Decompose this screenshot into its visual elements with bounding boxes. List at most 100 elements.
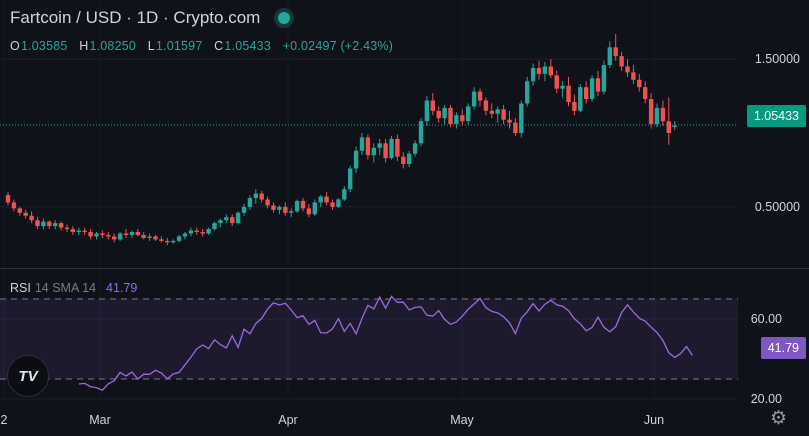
candle-body-14 (88, 232, 93, 237)
candle-body-23 (141, 234, 146, 238)
candle-body-51 (306, 208, 312, 215)
candle-body-77 (460, 115, 465, 122)
candle-body-22 (135, 232, 140, 235)
candle-body-85 (507, 119, 512, 123)
candle-body-38 (230, 217, 235, 224)
candle-body-62 (371, 147, 376, 156)
candle-body-30 (182, 233, 188, 237)
rsi-value: 41.79 (106, 281, 138, 295)
candle-body-58 (348, 168, 353, 190)
candle-body-70 (418, 121, 424, 144)
candle-body-46 (277, 206, 282, 210)
candle-body-92 (548, 66, 553, 76)
candle-body-67 (401, 156, 406, 165)
rsi-name: RSI (10, 281, 31, 295)
candle-body-28 (171, 240, 176, 243)
candle-body-101 (601, 65, 607, 92)
candle-body-48 (289, 211, 294, 213)
candle-body-65 (389, 138, 394, 159)
candle-body-36 (218, 220, 223, 224)
candle-body-35 (212, 223, 217, 230)
candle-body-61 (365, 137, 371, 156)
open-value: 1.03585 (20, 39, 68, 53)
candle-body-84 (501, 109, 506, 120)
candle-body-20 (123, 233, 129, 235)
candle-body-87 (519, 103, 524, 133)
candle-body-43 (259, 193, 264, 200)
candle-body-99 (589, 78, 595, 100)
rsi-tick-label-1: 20.00 (751, 392, 782, 406)
high-value: 1.08250 (89, 39, 137, 53)
candle-body-0 (5, 195, 11, 203)
candle-body-104 (619, 56, 624, 67)
rsi-band-background (0, 299, 738, 379)
candle-body-76 (454, 115, 459, 125)
candle-body-107 (637, 79, 642, 88)
candle-body-16 (100, 233, 105, 235)
candle-body-39 (235, 212, 241, 224)
candle-body-93 (554, 75, 559, 89)
candle-body-80 (477, 91, 483, 101)
candle-body-5 (35, 220, 40, 227)
candle-body-112 (666, 121, 671, 133)
close-value: 1.05433 (224, 39, 271, 53)
gear-icon[interactable]: ⚙ (769, 408, 787, 429)
candle-body-42 (253, 193, 258, 199)
chart-header: Fartcoin / USD · 1D · Crypto.com (10, 8, 291, 28)
candle-body-105 (625, 66, 630, 73)
candle-body-32 (194, 230, 199, 233)
candle-body-75 (448, 107, 453, 125)
candle-body-60 (359, 137, 365, 151)
candle-body-1 (11, 202, 17, 209)
candle-body-41 (247, 198, 253, 207)
x-tick-label-4: Jun (644, 413, 664, 427)
rsi-line (78, 295, 693, 391)
candle-body-50 (300, 200, 306, 209)
candle-body-49 (294, 200, 300, 212)
candle-body-19 (117, 233, 123, 240)
last-price-tag: 1.05433 (746, 105, 806, 127)
candle-body-37 (224, 217, 229, 221)
chart-axes: 1.50000 0.50000 60.00 20.00 2 Mar Apr May Jun (1, 52, 801, 427)
candle-body-8 (53, 223, 58, 227)
candle-body-45 (271, 205, 276, 210)
candle-body-82 (489, 110, 494, 114)
symbol-title[interactable]: Fartcoin / USD · 1D · Crypto.com (10, 8, 261, 27)
candle-body-54 (324, 196, 329, 203)
candlestick-series (0, 33, 738, 246)
candle-body-44 (265, 199, 270, 206)
candle-body-69 (412, 143, 418, 154)
chart-grid (0, 0, 809, 403)
candle-body-91 (542, 66, 548, 74)
candle-body-89 (530, 67, 536, 82)
candle-body-110 (654, 107, 660, 125)
candle-body-2 (17, 208, 22, 213)
candle-body-9 (58, 223, 64, 228)
candle-body-11 (70, 229, 76, 233)
candle-body-10 (64, 227, 70, 230)
candle-body-40 (241, 206, 247, 213)
candle-body-6 (41, 221, 46, 227)
candle-body-81 (483, 100, 489, 111)
candle-body-47 (283, 206, 288, 213)
candle-body-17 (106, 234, 111, 237)
rsi-legend[interactable]: RSI 14 SMA 14 41.79 (10, 281, 137, 295)
candle-body-27 (165, 240, 170, 243)
live-status-dot (278, 11, 291, 24)
candle-body-111 (660, 107, 666, 122)
candle-body-26 (159, 239, 164, 241)
candle-body-29 (176, 236, 182, 241)
candle-body-15 (94, 233, 99, 237)
tradingview-logo[interactable]: TV (7, 355, 49, 397)
candle-body-55 (330, 202, 335, 207)
candle-body-113 (672, 125, 677, 128)
candle-body-13 (82, 230, 87, 233)
x-tick-label-3: May (450, 413, 474, 427)
candle-body-4 (29, 215, 34, 221)
candle-body-64 (383, 143, 388, 159)
candle-body-78 (466, 106, 471, 122)
candle-body-72 (430, 100, 435, 111)
candle-body-95 (566, 85, 571, 102)
candle-body-25 (153, 236, 158, 240)
